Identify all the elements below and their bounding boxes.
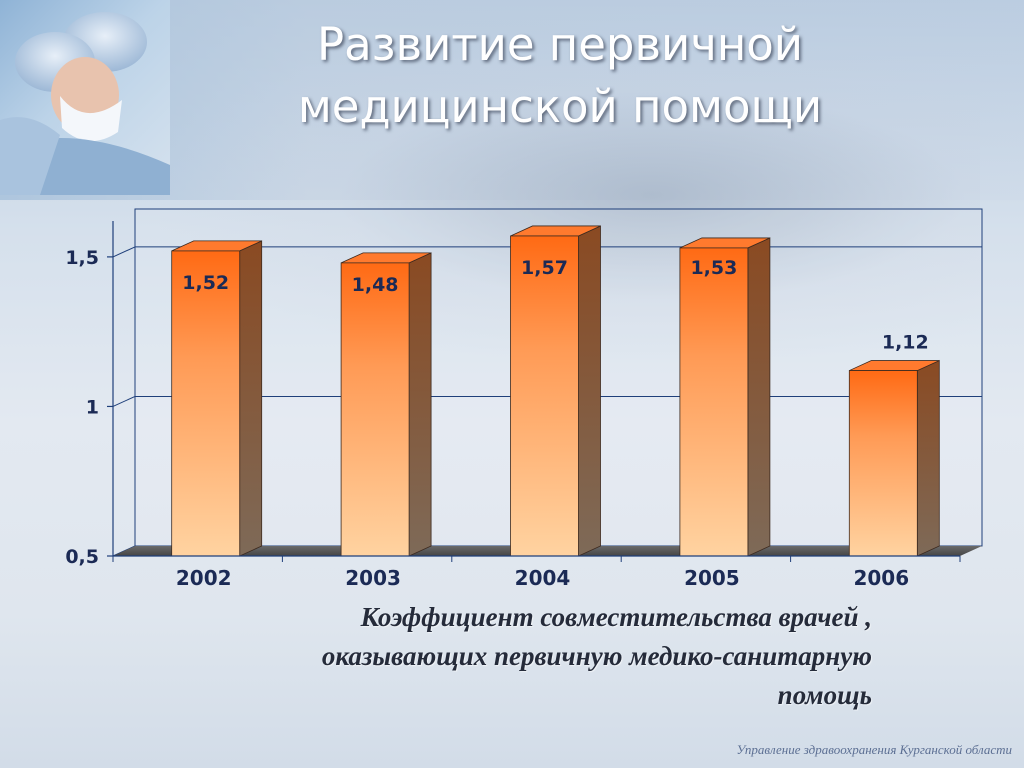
title-line-2: медицинской помощи xyxy=(297,80,823,133)
slide-title: Развитие первичной медицинской помощи xyxy=(150,14,970,138)
chart-axes xyxy=(107,209,961,562)
doctor-photo xyxy=(0,0,170,195)
x-tick-label-2003: 2003 xyxy=(345,566,401,590)
caption-line-1: Коэффициент совместительства врачей , xyxy=(360,602,872,632)
x-tick-label-2004: 2004 xyxy=(515,566,571,590)
data-label-2002: 1,52 xyxy=(182,272,229,294)
chart-caption: Коэффициент совместительства врачей , ок… xyxy=(150,598,872,715)
y-tick-label: 1,5 xyxy=(65,247,99,269)
data-label-2004: 1,57 xyxy=(521,257,568,279)
x-tick-label-2005: 2005 xyxy=(684,566,740,590)
bar-chart: 0,5 1 1,5 1,52 2002 1,48 2003 1,57 2004 1,53 2005 1… xyxy=(65,208,983,590)
bar-2006 xyxy=(848,370,918,557)
footer-organization: Управление здравоохранения Курганской об… xyxy=(736,742,1012,757)
bar-2002 xyxy=(171,250,241,557)
chart-labels: 0,5 1 1,5 1,52 2002 1,48 2003 1,57 2004 1,53 2005 1… xyxy=(65,247,928,590)
bar-side xyxy=(578,225,601,557)
bar-2003 xyxy=(340,262,410,557)
bar-side xyxy=(408,252,432,557)
title-line-1: Развитие первичной xyxy=(316,18,804,71)
gridline-side xyxy=(112,246,136,258)
x-tick-label-2006: 2006 xyxy=(853,566,909,590)
chart-bars xyxy=(171,225,940,557)
bar-side xyxy=(239,240,263,557)
bar-side xyxy=(916,359,940,557)
y-tick-label: 1 xyxy=(86,396,99,418)
data-label-2006: 1,12 xyxy=(882,332,929,354)
gridline-side xyxy=(112,395,136,407)
data-label-2005: 1,53 xyxy=(690,257,737,279)
caption-line-3: помощь xyxy=(777,680,872,710)
bar-side xyxy=(747,237,771,557)
bar-2005 xyxy=(679,247,749,557)
x-tick-label-2002: 2002 xyxy=(176,566,232,590)
data-label-2003: 1,48 xyxy=(352,274,399,296)
bar-2004 xyxy=(510,235,579,557)
caption-line-2: оказывающих первичную медико-санитарную xyxy=(321,641,872,671)
y-tick-label: 0,5 xyxy=(65,546,99,568)
